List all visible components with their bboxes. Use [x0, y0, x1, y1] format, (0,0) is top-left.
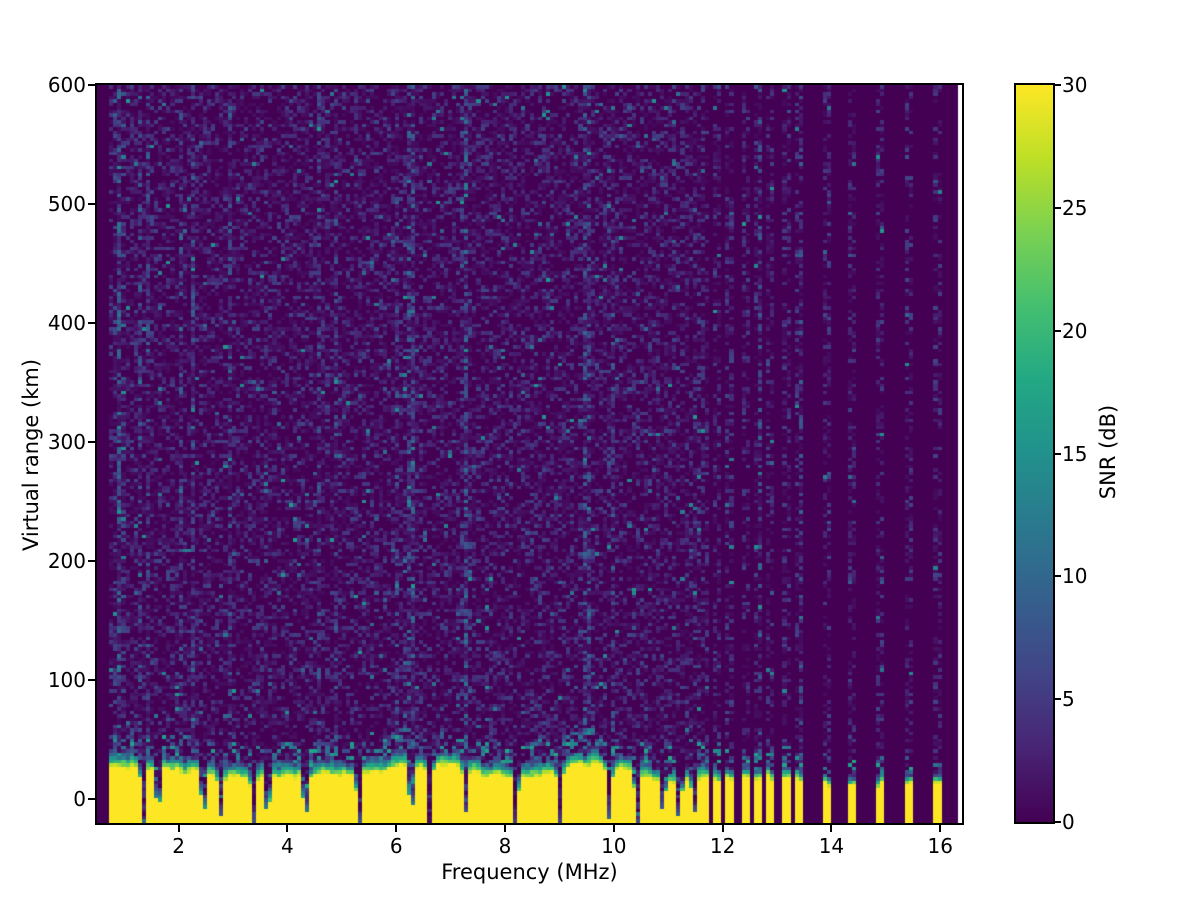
colorbar-label: SNR (dB) [1096, 404, 1120, 500]
plot-area [95, 83, 964, 825]
y-tick-300 [88, 441, 95, 444]
colorbar-tick-5 [1055, 698, 1061, 701]
colorbar-tick-0 [1055, 821, 1061, 823]
x-tick-label-8: 8 [498, 834, 512, 858]
colorbar-gradient [1016, 85, 1053, 822]
x-tick-14 [830, 825, 833, 832]
y-tick-200 [88, 560, 95, 563]
colorbar-tick-label-10: 10 [1062, 564, 1088, 589]
x-tick-label-14: 14 [818, 834, 845, 858]
x-tick-label-12: 12 [709, 834, 736, 858]
colorbar [1014, 83, 1055, 824]
y-tick-label-200: 200 [47, 549, 86, 574]
colorbar-tick-label-20: 20 [1062, 318, 1088, 343]
x-axis-label: Frequency (MHz) [441, 860, 618, 884]
colorbar-tick-10 [1055, 575, 1061, 578]
y-tick-400 [88, 322, 95, 325]
x-tick-12 [721, 825, 724, 832]
colorbar-tick-label-15: 15 [1062, 441, 1088, 466]
x-tick-label-6: 6 [389, 834, 403, 858]
colorbar-tick-label-5: 5 [1062, 687, 1075, 712]
x-tick-label-4: 4 [281, 834, 294, 858]
colorbar-tick-label-0: 0 [1062, 810, 1075, 834]
y-tick-label-100: 100 [47, 668, 86, 693]
y-tick-0 [88, 798, 95, 801]
colorbar-tick-label-25: 25 [1062, 195, 1088, 220]
y-tick-100 [88, 679, 95, 682]
x-tick-2 [177, 825, 180, 832]
y-tick-500 [88, 203, 95, 206]
colorbar-tick-25 [1055, 206, 1061, 209]
x-tick-8 [504, 825, 507, 832]
x-tick-label-16: 16 [927, 834, 953, 858]
y-tick-label-600: 600 [47, 73, 86, 97]
y-tick-label-400: 400 [47, 311, 86, 336]
colorbar-tick-15 [1055, 452, 1061, 455]
y-tick-label-300: 300 [47, 430, 86, 455]
x-tick-label-2: 2 [172, 834, 185, 858]
y-tick-600 [88, 84, 95, 86]
colorbar-tick-label-30: 30 [1062, 73, 1088, 97]
x-tick-10 [612, 825, 615, 832]
y-tick-label-0: 0 [73, 787, 86, 812]
x-tick-6 [395, 825, 398, 832]
x-tick-label-10: 10 [601, 834, 627, 858]
colorbar-tick-30 [1055, 84, 1061, 86]
colorbar-tick-20 [1055, 329, 1061, 332]
ionogram-heatmap [97, 85, 962, 823]
y-tick-label-500: 500 [47, 192, 86, 217]
x-tick-16 [939, 825, 942, 832]
x-tick-4 [286, 825, 289, 832]
